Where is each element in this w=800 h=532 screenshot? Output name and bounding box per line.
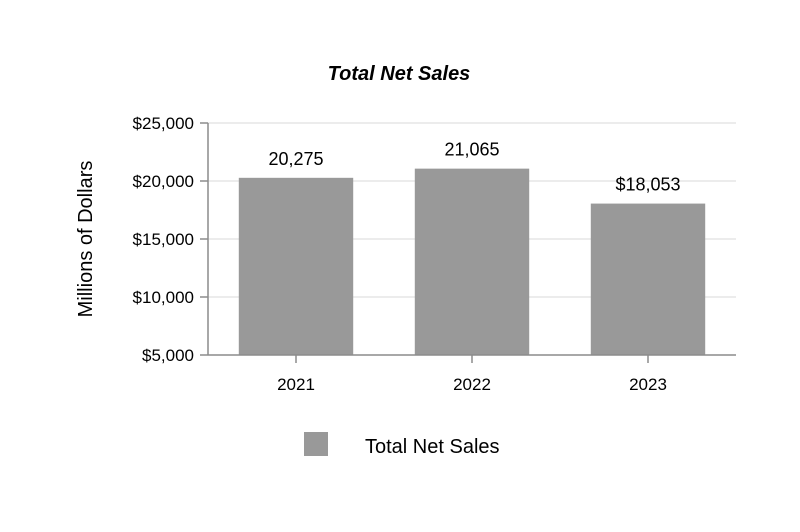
bars [238,168,706,355]
bar [238,177,354,355]
bar [590,203,706,355]
x-tick-label: 2022 [453,375,491,394]
data-label: 20,275 [268,149,323,169]
y-axis-label: Millions of Dollars [75,161,97,318]
legend: Total Net Sales [304,432,500,458]
y-tick-label: $5,000 [142,346,194,365]
legend-label: Total Net Sales [365,436,500,458]
bar [414,168,530,355]
labels: $5,000 $10,000 $15,000 $20,000 $25,000 2021 20… [133,114,681,394]
y-tick-label: $15,000 [133,230,194,249]
chart-title: Total Net Sales [328,63,471,85]
x-tick-label: 2021 [277,375,315,394]
y-tick-label: $25,000 [133,114,194,133]
legend-swatch [304,432,328,456]
y-tick-label: $20,000 [133,172,194,191]
data-label: 21,065 [444,140,499,160]
y-tick-label: $10,000 [133,288,194,307]
axes [200,122,736,363]
x-tick-label: 2023 [629,375,667,394]
data-label: $18,053 [615,175,680,195]
